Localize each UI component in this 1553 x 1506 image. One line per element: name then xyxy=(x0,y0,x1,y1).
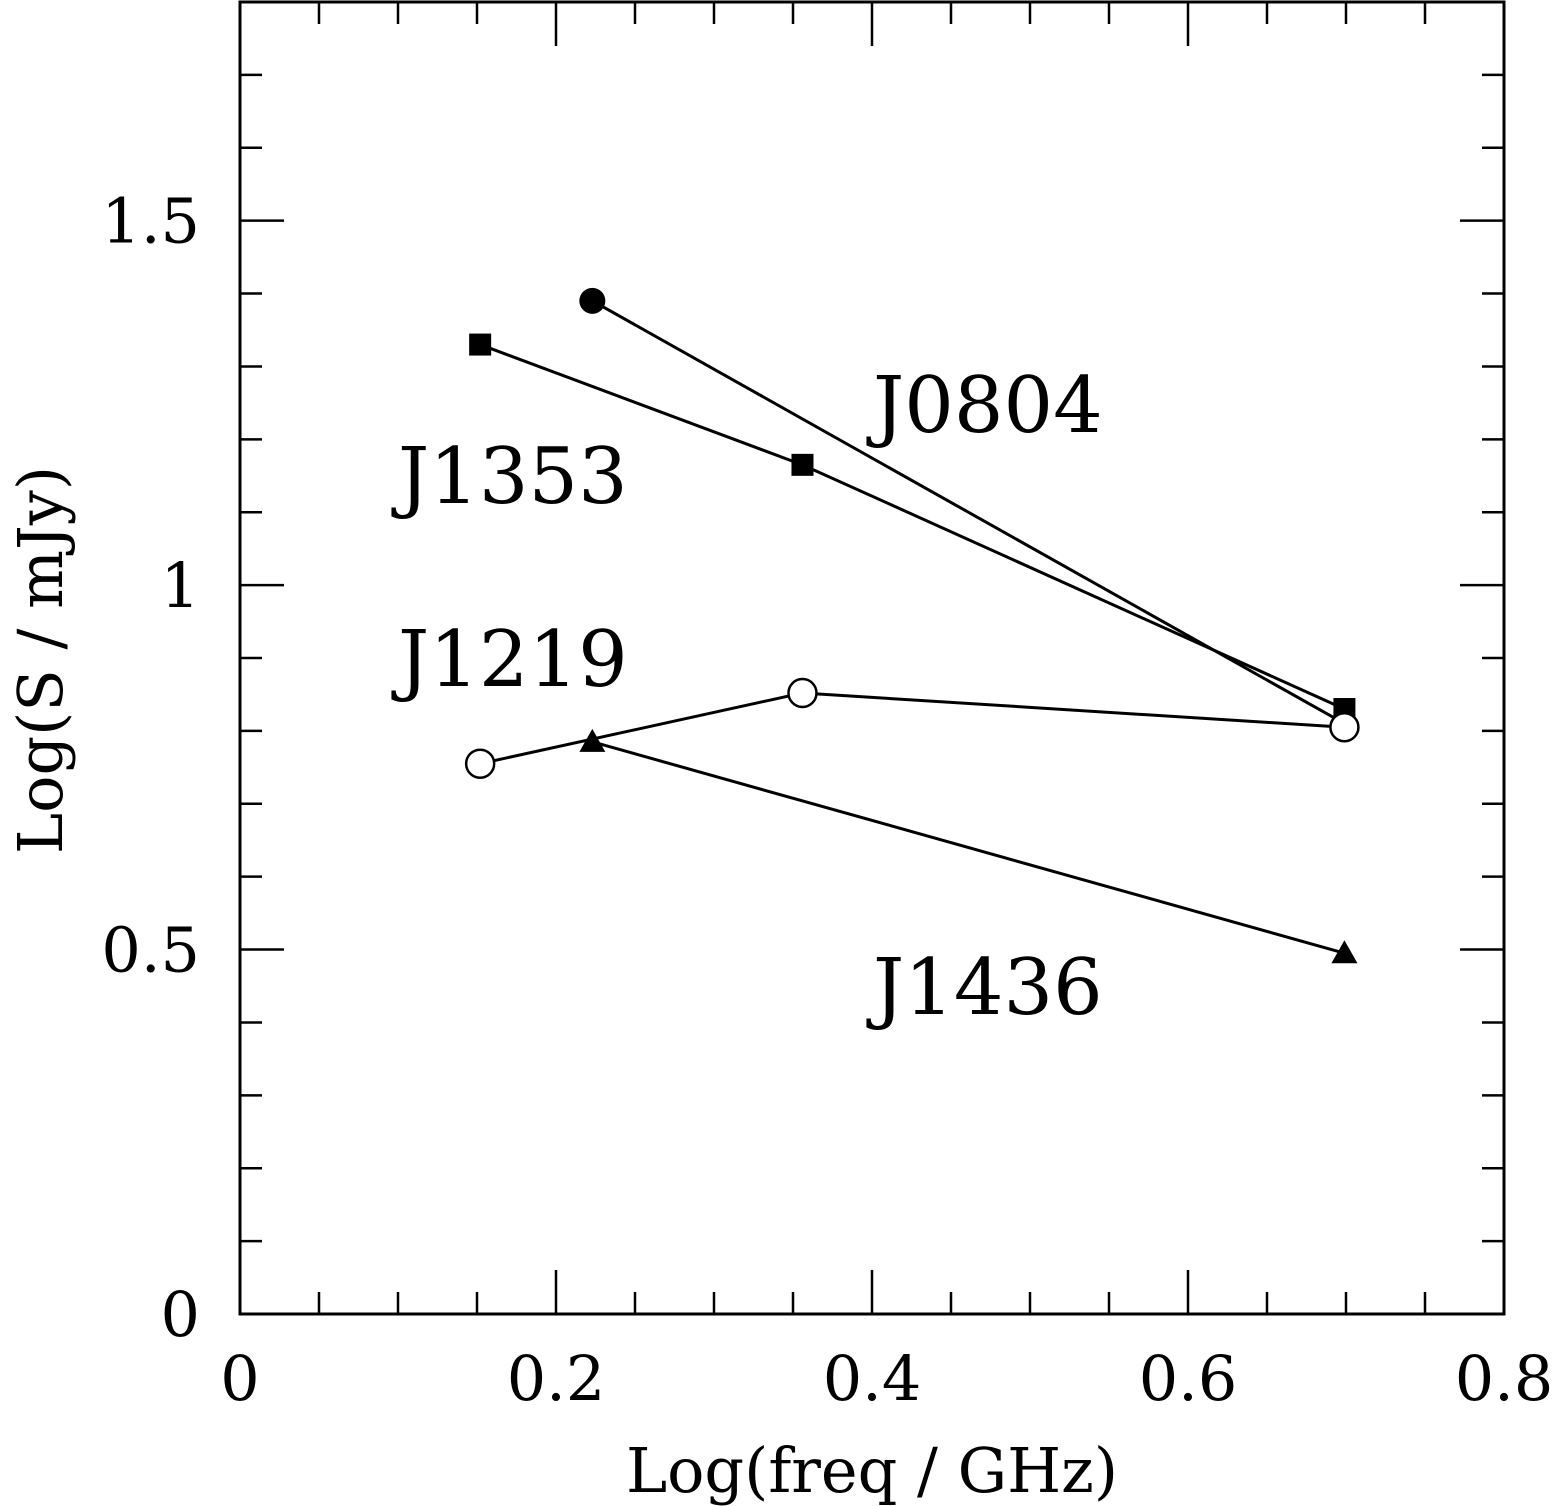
series-label-j0804: J0804 xyxy=(866,361,1103,451)
x-tick-labels: 0 0.2 0.4 0.6 0.8 xyxy=(220,1342,1553,1415)
data-point-j1436 xyxy=(579,728,606,752)
data-point-j0804 xyxy=(579,287,606,314)
y-tick-label: 0.5 xyxy=(101,914,200,987)
x-tick-label: 0.8 xyxy=(1455,1342,1553,1415)
x-axis-label: Log(freq / GHz) xyxy=(626,1434,1118,1506)
data-point-j1353 xyxy=(791,453,814,476)
data-point-j1219 xyxy=(787,677,818,709)
x-tick-label: 0.4 xyxy=(823,1342,922,1415)
y-tick-label: 0 xyxy=(161,1278,200,1351)
axis-ticks xyxy=(238,0,1506,1316)
x-tick-label: 0.2 xyxy=(507,1342,606,1415)
y-axis-label: Log(S / mJy) xyxy=(4,466,77,854)
series-markers xyxy=(464,287,1360,964)
data-point-j1219 xyxy=(1329,711,1360,743)
data-point-j1353 xyxy=(469,333,492,356)
series-label-j1353: J1353 xyxy=(391,432,628,522)
series-line-j1436 xyxy=(591,740,1345,955)
y-tick-label: 1.5 xyxy=(101,185,200,258)
x-tick-label: 0 xyxy=(220,1342,259,1415)
data-point-j1436 xyxy=(1331,940,1358,964)
y-tick-label: 1 xyxy=(161,549,200,622)
series-label-j1219: J1219 xyxy=(391,615,628,705)
x-tick-label: 0.6 xyxy=(1139,1342,1238,1415)
series-label-j1436: J1436 xyxy=(866,943,1103,1033)
data-point-j1219 xyxy=(464,748,496,779)
y-tick-labels: 0 0.5 1 1.5 xyxy=(101,185,200,1351)
